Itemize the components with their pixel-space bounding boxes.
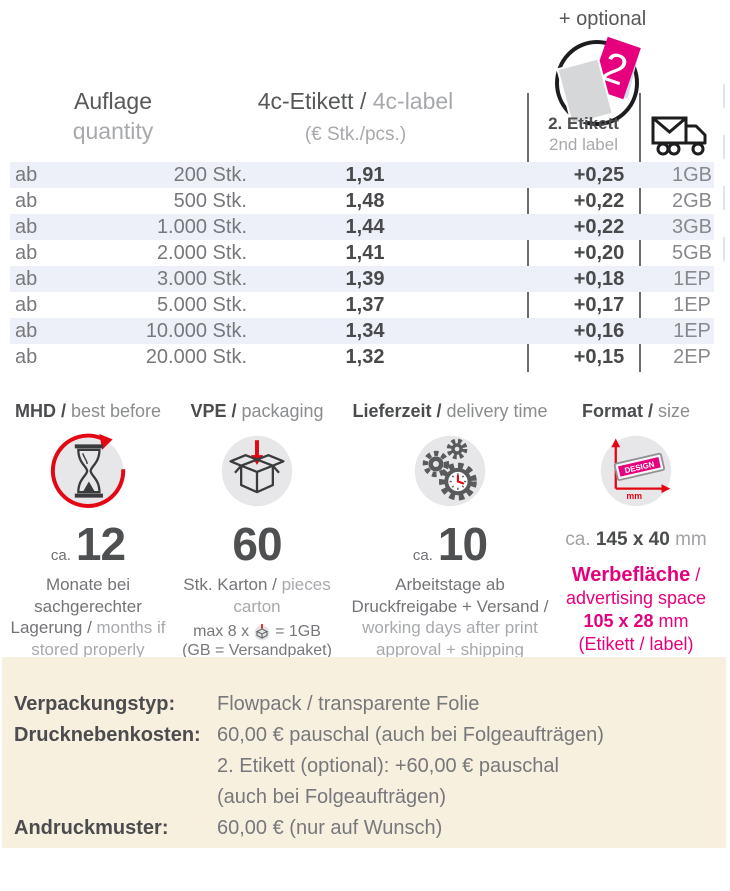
table-row: ab 500 Stk. 1,48 +0,22 2GB [15,190,713,212]
conditions-panel: Verpackungstyp: Flowpack / transparente … [2,657,726,848]
info-column-format: Format / size DESIGN mm ca. 145 x 40 mm … [556,400,716,656]
vpe-note: max 8 x = 1GB (GB = Versandpaket) [182,622,332,659]
table-row: ab 10.000 Stk. 1,34 +0,16 1EP [0,318,730,344]
price-table: ab 200 Stk. 1,91 +0,25 1GB ab 500 Stk. 1,48 +0,… [0,162,730,370]
second-label-title: 2. Etikett [548,114,619,133]
product-title: 4c-Etikett / 4c-label [257,88,454,114]
gears-clock-icon [406,427,494,515]
delivery-title: Lieferzeit / delivery time [352,401,548,421]
info-column-mhd: MHD / best before ca. 12 Monate bei sachg… [6,400,170,660]
label-size-icon: DESIGN mm [592,427,680,515]
format-title: Format / size [581,401,691,421]
format-size: ca. 145 x 40 mm [565,529,707,550]
condition-row: Drucknebenkosten: 60,00 € pauschal (auch… [14,724,604,746]
advertising-space: Werbefläche / advertising space 105 x 28… [565,564,707,654]
column-header-product: 4c-Etikett / 4c-label (€ Stk./pcs.) [228,86,483,150]
info-column-delivery: Lieferzeit / delivery time ca. 10 Arbeits… [342,400,558,660]
table-row: ab 20.000 Stk. 1,32 +0,15 2EP [15,346,711,368]
condition-row: Verpackungstyp: Flowpack / transparente … [14,693,480,715]
vpe-value: 60 [232,518,282,570]
second-label-icon: 2 [547,33,647,127]
delivery-description: Arbeitstage ab Druckfreigabe + Versand /… [351,575,549,659]
condition-row: 2. Etikett (optional): +60,00 € pauschal [217,755,559,777]
table-row: ab 2.000 Stk. 1,41 +0,20 5GB [15,242,713,264]
quantity-title: Auflage [73,88,152,114]
second-label-subtitle: 2nd label [548,135,618,154]
info-column-vpe: VPE / packaging 60 Stk. Karton / pieces … [176,400,338,660]
table-row: ab 3.000 Stk. 1,39 +0,18 1EP [0,266,730,292]
column-header-quantity: Auflage quantity [18,86,208,146]
condition-row: (auch bei Folgeaufträgen) [217,786,447,808]
product-unit: (€ Stk./pcs.) [304,124,407,145]
mhd-value: ca. 12 [50,518,126,570]
vpe-title: VPE / packaging [190,401,324,421]
mhd-title: MHD / best before [14,401,162,421]
mhd-description: Monate bei sachgerechter Lagerung / mont… [10,575,166,659]
svg-text:mm: mm [626,491,642,501]
hourglass-icon [44,427,132,515]
vpe-description: Stk. Karton / pieces carton [183,575,331,616]
carton-icon [213,427,301,515]
quantity-subtitle: quantity [72,118,154,144]
column-header-second-label: 2. Etikett 2nd label [531,113,636,155]
shipping-truck-icon [650,111,712,161]
condition-row: Andruckmuster: 60,00 € (nur auf Wunsch) [14,817,443,839]
delivery-value: ca. 10 [412,518,488,570]
table-row: ab 5.000 Stk. 1,37 +0,17 1EP [15,294,711,316]
table-row: ab 200 Stk. 1,91 +0,25 1GB [0,162,730,188]
mini-carton-icon [252,622,272,641]
optional-note: + optional [558,8,647,30]
table-row: ab 1.000 Stk. 1,44 +0,22 3GB [0,214,730,240]
